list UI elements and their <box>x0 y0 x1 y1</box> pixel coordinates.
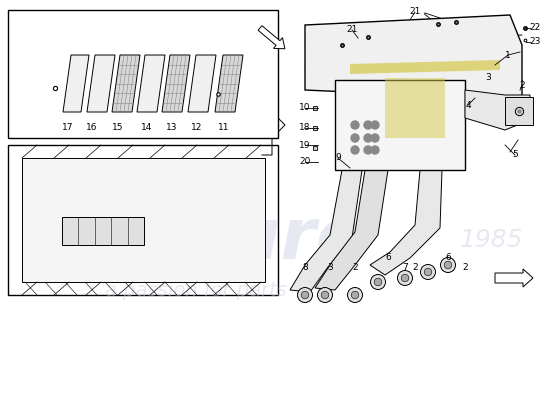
Bar <box>505 97 533 125</box>
Text: 23: 23 <box>529 38 541 46</box>
Polygon shape <box>350 60 500 74</box>
Text: 10: 10 <box>299 104 311 112</box>
Circle shape <box>351 146 359 154</box>
Polygon shape <box>112 55 140 112</box>
Text: 2: 2 <box>519 80 525 90</box>
Bar <box>385 78 445 138</box>
Bar <box>62 217 144 245</box>
Text: 6: 6 <box>385 254 391 262</box>
Circle shape <box>371 134 379 142</box>
Text: a passion for parts: a passion for parts <box>105 280 287 300</box>
Circle shape <box>371 274 386 290</box>
Polygon shape <box>305 15 522 100</box>
Text: 16: 16 <box>86 124 98 132</box>
Text: 20: 20 <box>299 158 311 166</box>
Circle shape <box>364 121 372 129</box>
Text: euro: euro <box>180 206 366 274</box>
Text: 6: 6 <box>445 254 451 262</box>
Circle shape <box>401 274 409 282</box>
Polygon shape <box>22 158 265 282</box>
Text: 2: 2 <box>462 264 468 272</box>
Circle shape <box>351 134 359 142</box>
Text: 21: 21 <box>346 26 358 34</box>
Circle shape <box>351 291 359 299</box>
Circle shape <box>301 291 309 299</box>
Circle shape <box>364 146 372 154</box>
Text: 2: 2 <box>412 264 418 272</box>
Circle shape <box>374 278 382 286</box>
Text: 3: 3 <box>485 74 491 82</box>
Polygon shape <box>63 55 89 112</box>
Circle shape <box>321 291 329 299</box>
Circle shape <box>444 261 452 269</box>
Circle shape <box>371 146 379 154</box>
Bar <box>335 80 465 170</box>
Polygon shape <box>162 55 190 112</box>
Text: 5: 5 <box>512 150 518 160</box>
Polygon shape <box>465 90 530 130</box>
Circle shape <box>317 288 333 302</box>
Text: 22: 22 <box>529 24 541 32</box>
Text: 1: 1 <box>505 50 511 60</box>
Text: 3: 3 <box>327 264 333 272</box>
Circle shape <box>298 288 312 302</box>
Circle shape <box>424 268 432 276</box>
Text: 15: 15 <box>112 124 124 132</box>
Text: 12: 12 <box>191 124 203 132</box>
Bar <box>8 10 278 138</box>
Text: 11: 11 <box>218 124 230 132</box>
Polygon shape <box>290 170 362 292</box>
Polygon shape <box>188 55 216 112</box>
FancyArrow shape <box>258 26 285 49</box>
Circle shape <box>441 258 455 272</box>
Text: 17: 17 <box>62 124 74 132</box>
Text: 14: 14 <box>141 124 153 132</box>
Polygon shape <box>8 145 278 295</box>
Polygon shape <box>215 55 243 112</box>
Circle shape <box>348 288 362 302</box>
Polygon shape <box>315 170 388 290</box>
Circle shape <box>364 134 372 142</box>
Polygon shape <box>137 55 165 112</box>
Text: 19: 19 <box>299 140 311 150</box>
FancyArrow shape <box>495 269 533 287</box>
Polygon shape <box>87 55 115 112</box>
Text: 21: 21 <box>409 8 421 16</box>
Text: 1985: 1985 <box>460 228 524 252</box>
Text: 2: 2 <box>352 264 358 272</box>
Text: 7: 7 <box>402 264 408 272</box>
Text: 8: 8 <box>302 264 308 272</box>
Polygon shape <box>370 170 442 275</box>
Circle shape <box>398 270 412 286</box>
Text: 4: 4 <box>465 100 471 110</box>
Circle shape <box>421 264 436 280</box>
Circle shape <box>351 121 359 129</box>
Text: 13: 13 <box>166 124 178 132</box>
Text: 18: 18 <box>299 124 311 132</box>
Circle shape <box>371 121 379 129</box>
Text: 9: 9 <box>335 154 341 162</box>
